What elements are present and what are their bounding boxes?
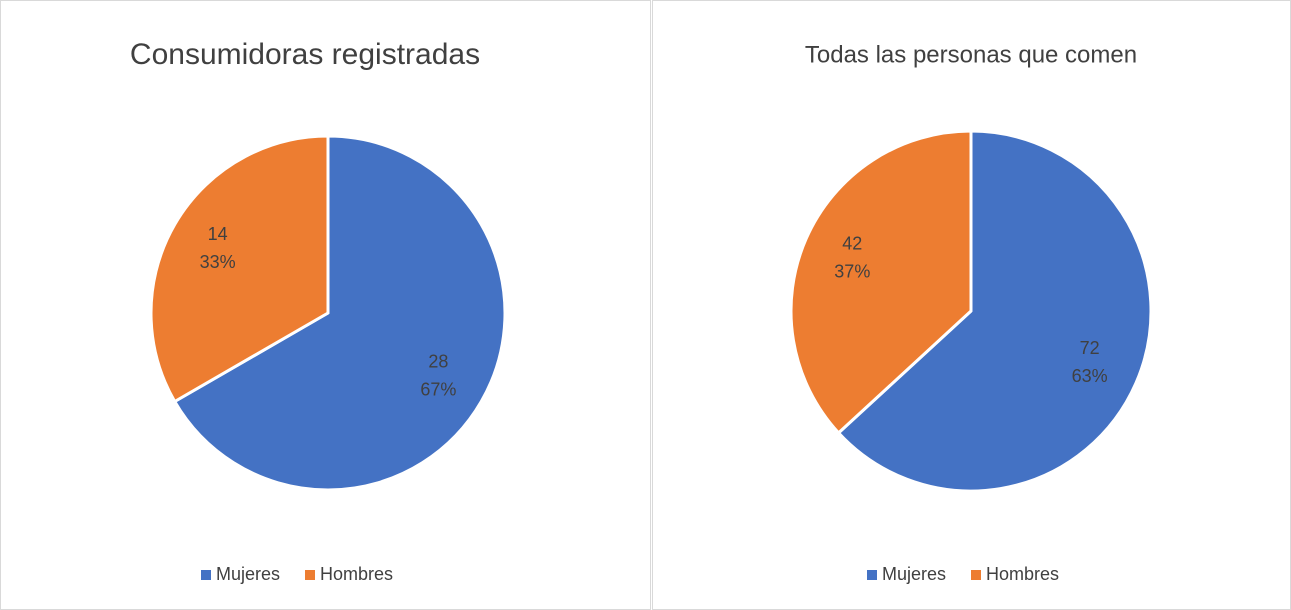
pie-slice <box>837 129 1153 493</box>
legend-label: Mujeres <box>216 564 280 584</box>
legend-swatch <box>201 570 211 580</box>
legend-swatch <box>971 570 981 580</box>
percent-label: 63% <box>1072 366 1108 386</box>
percent-label: 37% <box>834 262 870 282</box>
legend-label: Hombres <box>986 564 1059 584</box>
pie-slice <box>149 134 330 403</box>
legend-label: Mujeres <box>882 564 946 584</box>
data-label: 14 <box>208 224 228 244</box>
chart-title: Todas las personas que comen <box>805 41 1137 68</box>
data-label: 72 <box>1080 338 1100 358</box>
legend-label: Hombres <box>320 564 393 584</box>
percent-label: 67% <box>420 379 456 399</box>
pie-slice <box>789 129 973 435</box>
legend-swatch <box>867 570 877 580</box>
data-label: 42 <box>842 234 862 254</box>
pie-slice <box>173 134 507 492</box>
legend-swatch <box>305 570 315 580</box>
data-label: 28 <box>428 351 448 371</box>
chart-title: Consumidoras registradas <box>130 38 480 71</box>
percent-label: 33% <box>200 252 236 272</box>
